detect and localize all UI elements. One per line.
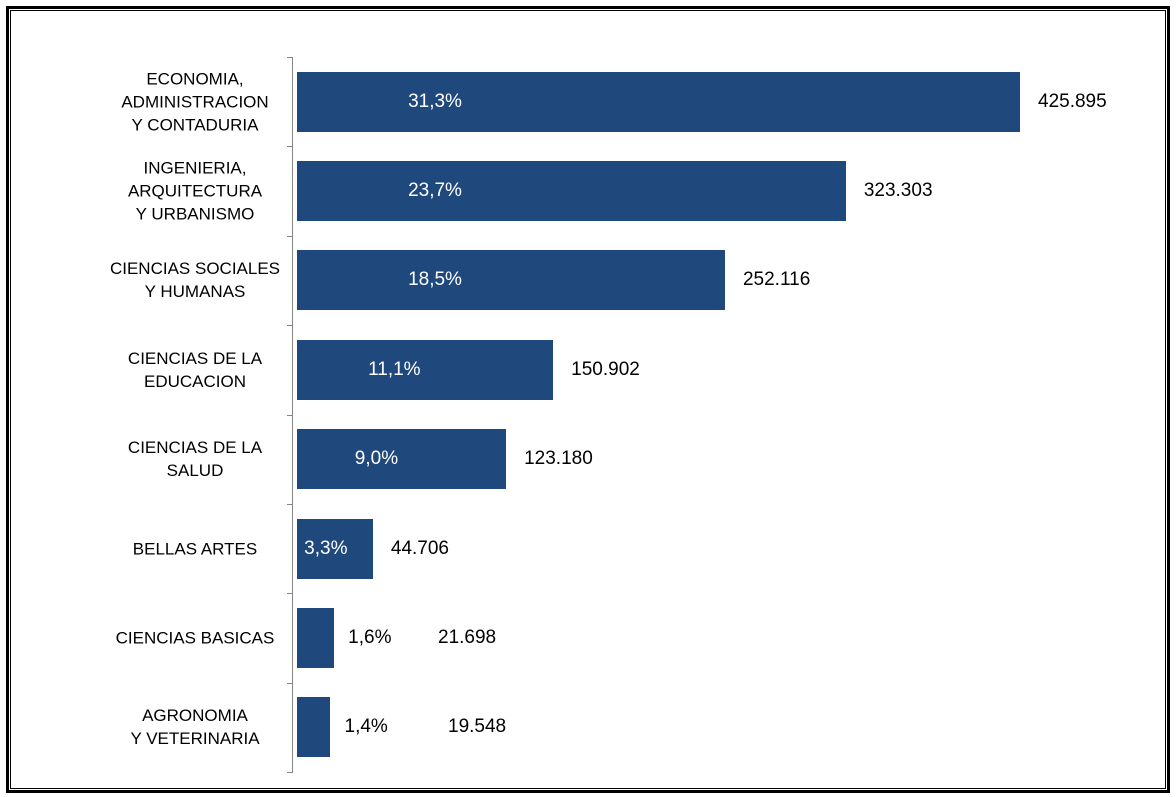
bar: [297, 697, 331, 758]
bar: [297, 429, 507, 490]
bar: [297, 250, 725, 311]
bar: [297, 339, 554, 400]
category-label: BELLAS ARTES: [132, 539, 258, 559]
share-label: 11,1%: [368, 358, 421, 380]
share-label: 31,3%: [408, 90, 462, 112]
axis-tick: [287, 57, 293, 58]
axis-tick: [287, 593, 293, 595]
value-label: 425.895: [1038, 90, 1107, 112]
value-label: 21.698: [438, 626, 497, 648]
axis-tick: [287, 772, 293, 773]
axis-tick: [287, 235, 293, 237]
axis-tick: [287, 325, 293, 327]
share-label: 18,5%: [408, 269, 462, 291]
value-label: 150.902: [571, 358, 640, 380]
share-label: 3,3%: [304, 537, 348, 559]
value-label: 252.116: [742, 269, 811, 291]
value-label: 323.303: [863, 180, 933, 202]
bar: [297, 161, 846, 222]
bar: [297, 71, 1020, 132]
value-label: 19.548: [448, 716, 507, 738]
share-label: 1,6%: [348, 626, 392, 648]
axis-tick: [287, 503, 293, 505]
category-label: INGENIERIA, ARQUITECTURA Y URBANISMO: [127, 158, 263, 224]
category-label: ECONOMIA, ADMINISTRACION Y CONTADURIA: [121, 69, 269, 135]
axis-tick: [287, 682, 293, 684]
value-label: 123.180: [524, 448, 593, 470]
bar: [297, 518, 373, 579]
share-label: 1,4%: [344, 716, 388, 738]
category-label: CIENCIAS BASICAS: [115, 628, 275, 648]
category-label: CIENCIAS SOCIALES Y HUMANAS: [109, 259, 281, 302]
inner-frame: [10, 10, 1166, 789]
value-label: 44.706: [390, 537, 450, 559]
share-label: 23,7%: [408, 180, 462, 202]
category-label: CIENCIAS DE LA EDUCACION: [127, 348, 263, 391]
category-label: AGRONOMIA Y VETERINARIA: [130, 706, 260, 749]
axis-tick: [287, 414, 293, 416]
category-label: CIENCIAS DE LA SALUD: [127, 438, 263, 481]
axis-tick: [287, 146, 293, 148]
outer-frame: [6, 6, 1170, 793]
share-label: 9,0%: [354, 448, 399, 470]
bar: [297, 607, 334, 668]
